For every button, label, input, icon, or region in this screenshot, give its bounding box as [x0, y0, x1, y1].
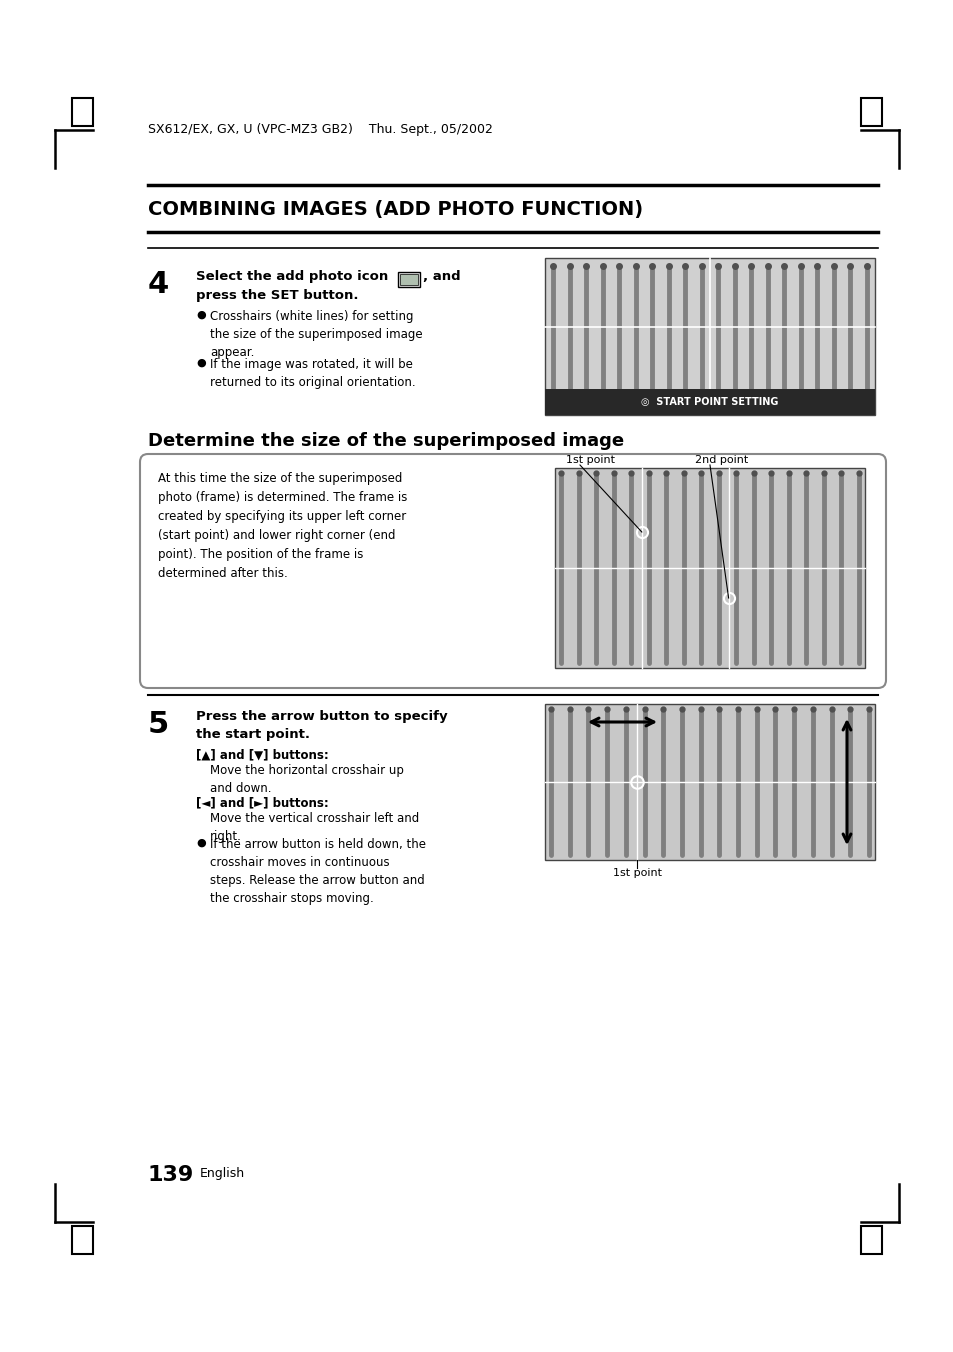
Text: ●: ● [195, 358, 206, 368]
Bar [861, 97, 881, 126]
Text: ●: ● [195, 838, 206, 848]
Bar [861, 1226, 881, 1255]
Bar [544, 704, 874, 860]
Bar [72, 1226, 92, 1255]
Text: Move the vertical crosshair left and
right.: Move the vertical crosshair left and rig… [210, 813, 418, 844]
Text: 1st point: 1st point [565, 456, 615, 465]
Text: At this time the size of the superimposed
photo (frame) is determined. The frame: At this time the size of the superimpose… [158, 472, 407, 580]
Text: press the SET button.: press the SET button. [195, 289, 358, 301]
Text: 5: 5 [148, 710, 169, 740]
Bar [399, 274, 417, 285]
Text: , and: , and [422, 270, 460, 283]
Bar [397, 272, 419, 287]
Text: Move the horizontal crosshair up
and down.: Move the horizontal crosshair up and dow… [210, 764, 403, 795]
Text: English: English [200, 1167, 245, 1180]
Text: If the image was rotated, it will be
returned to its original orientation.: If the image was rotated, it will be ret… [210, 358, 416, 389]
Bar [544, 258, 874, 415]
FancyBboxPatch shape [140, 454, 885, 688]
Text: 1st point: 1st point [612, 868, 661, 877]
Text: 139: 139 [148, 1165, 194, 1184]
Text: Press the arrow button to specify
the start point.: Press the arrow button to specify the st… [195, 710, 447, 741]
Bar [544, 389, 874, 415]
Text: 4: 4 [148, 270, 169, 299]
Bar [555, 468, 864, 668]
Text: SX612/EX, GX, U (VPC-MZ3 GB2)    Thu. Sept., 05/2002: SX612/EX, GX, U (VPC-MZ3 GB2) Thu. Sept.… [148, 123, 493, 137]
Text: Crosshairs (white lines) for setting
the size of the superimposed image
appear.: Crosshairs (white lines) for setting the… [210, 310, 422, 360]
Text: ●: ● [195, 310, 206, 320]
Text: ◎  START POINT SETTING: ◎ START POINT SETTING [640, 397, 778, 407]
Text: [▲] and [▼] buttons:: [▲] and [▼] buttons: [195, 748, 329, 761]
Text: 2nd point: 2nd point [695, 456, 747, 465]
Text: [◄] and [►] buttons:: [◄] and [►] buttons: [195, 796, 329, 808]
Bar [72, 97, 92, 126]
Text: COMBINING IMAGES (ADD PHOTO FUNCTION): COMBINING IMAGES (ADD PHOTO FUNCTION) [148, 200, 642, 219]
Text: Determine the size of the superimposed image: Determine the size of the superimposed i… [148, 433, 623, 450]
Text: Select the add photo icon: Select the add photo icon [195, 270, 388, 283]
Text: If the arrow button is held down, the
crosshair moves in continuous
steps. Relea: If the arrow button is held down, the cr… [210, 838, 426, 904]
